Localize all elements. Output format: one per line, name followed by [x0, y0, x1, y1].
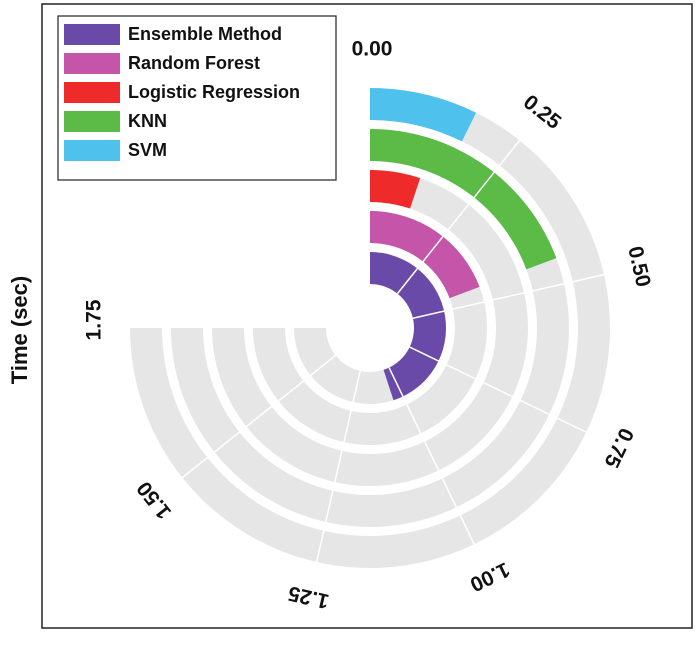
tick-label: 0.00 [352, 38, 393, 61]
y-axis-label: Time (sec) [7, 276, 32, 384]
legend: Ensemble Method Random Forest Logistic Reg… [57, 15, 337, 181]
legend-swatch [64, 53, 120, 74]
gridline [409, 346, 587, 433]
bar-logistic-regression [370, 170, 421, 209]
legend-label: Logistic Regression [128, 82, 300, 102]
legend-label: KNN [128, 111, 167, 131]
legend-label: SVM [128, 140, 167, 160]
bar-knn [370, 129, 557, 270]
gridline [412, 273, 605, 319]
legend-swatch [64, 24, 120, 45]
angular-gridlines [181, 139, 605, 563]
gridline [181, 354, 337, 479]
bar-svm [370, 88, 477, 142]
gridline [396, 139, 521, 295]
legend-swatch [64, 140, 120, 161]
legend-swatch [64, 82, 120, 103]
gridline [315, 370, 361, 563]
tick-label: 1.75 [83, 299, 106, 340]
legend-label: Random Forest [128, 53, 260, 73]
bar-ensemble-method [370, 252, 447, 401]
ring-bars [370, 88, 557, 401]
gridline [388, 367, 475, 545]
bar-random-forest [370, 211, 480, 299]
legend-label: Ensemble Method [128, 24, 282, 44]
legend-swatch [64, 111, 120, 132]
